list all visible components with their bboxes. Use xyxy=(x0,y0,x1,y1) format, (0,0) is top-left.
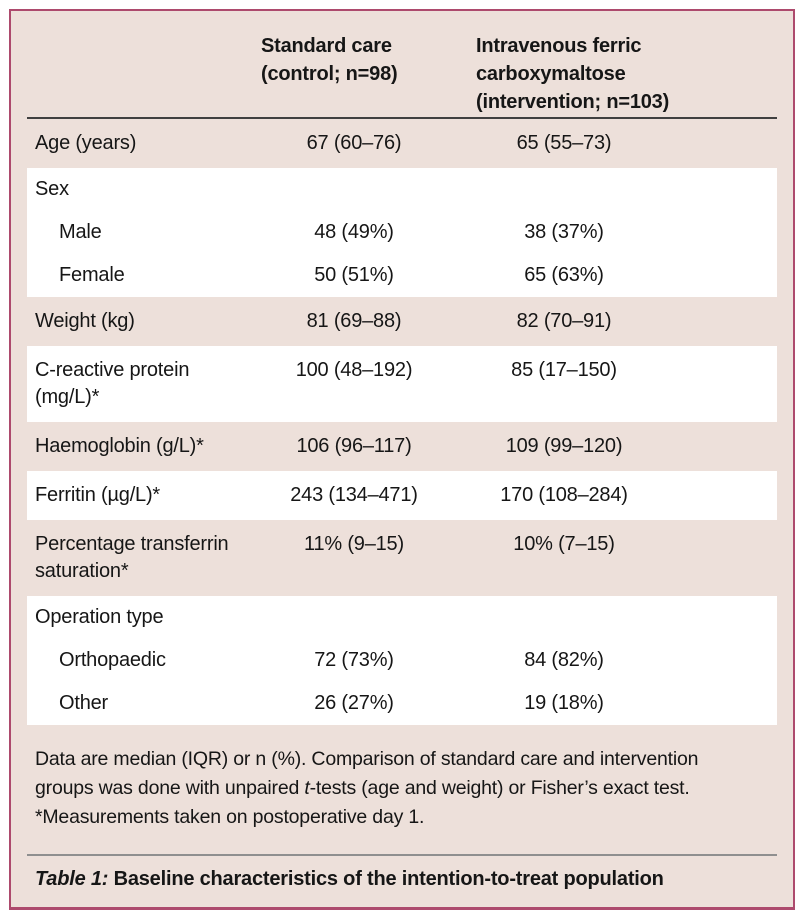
value-intervention: 85 (17–150) xyxy=(511,359,617,381)
column-header-control: Standard care (control; n=98) xyxy=(261,35,398,85)
column-header-intervention: Intravenous ferric carboxymaltose (inter… xyxy=(476,35,670,113)
row-label: Other xyxy=(59,692,109,714)
footnote-italic-t: t xyxy=(304,777,310,799)
value-control xyxy=(257,176,451,203)
value-intervention: 170 (108–284) xyxy=(500,484,628,506)
row-label: Operation type xyxy=(35,606,164,628)
stripe-sex-group: Sex Male 48 (49%) 38 (37%) Female 50 (51… xyxy=(27,168,777,297)
row-sex-group: Sex xyxy=(27,168,777,211)
footnote-text-2: -tests (age and weight) or Fisher’s exac… xyxy=(35,777,690,828)
row-label: C-reactive protein (mg/L)* xyxy=(35,359,190,408)
stripe-operation-group: Operation type Orthopaedic 72 (73%) 84 (… xyxy=(27,596,777,725)
value-control: 72 (73%) xyxy=(314,649,394,671)
row-ferritin: Ferritin (µg/L)* 243 (134–471) 170 (108–… xyxy=(27,471,777,520)
value-control: 67 (60–76) xyxy=(306,132,402,154)
value-intervention: 10% (7–15) xyxy=(513,533,615,555)
value-intervention: 82 (70–91) xyxy=(516,310,612,332)
value-control: 48 (49%) xyxy=(314,221,394,243)
row-other: Other 26 (27%) 19 (18%) xyxy=(27,682,777,725)
table-inner: Standard care (control; n=98) Intravenou… xyxy=(11,11,793,907)
value-intervention: 38 (37%) xyxy=(524,221,604,243)
caption-rule xyxy=(27,854,777,856)
row-transferrin-saturation: Percentage transferrin saturation* 11% (… xyxy=(27,520,777,596)
row-label: Male xyxy=(59,221,102,243)
value-control: 106 (96–117) xyxy=(296,435,412,457)
value-intervention xyxy=(451,176,677,203)
table-footnote: Data are median (IQR) or n (%). Comparis… xyxy=(27,725,767,832)
header-rule xyxy=(27,117,777,119)
value-intervention: 84 (82%) xyxy=(524,649,604,671)
row-age: Age (years) 67 (60–76) 65 (55–73) xyxy=(27,119,777,168)
footnote-text-1: Data are median (IQR) or n (%). Comparis… xyxy=(35,748,699,799)
row-operation-type-group: Operation type xyxy=(27,596,777,639)
row-label: Age (years) xyxy=(35,132,137,154)
stripe-ferritin: Ferritin (µg/L)* 243 (134–471) 170 (108–… xyxy=(27,471,777,520)
row-c-reactive-protein: C-reactive protein (mg/L)* 100 (48–192) … xyxy=(27,346,777,422)
value-intervention: 65 (55–73) xyxy=(516,132,612,154)
value-intervention: 19 (18%) xyxy=(524,692,604,714)
row-female: Female 50 (51%) 65 (63%) xyxy=(27,254,777,297)
row-label: Percentage transferrin saturation* xyxy=(35,533,229,582)
row-weight: Weight (kg) 81 (69–88) 82 (70–91) xyxy=(27,297,777,346)
value-intervention xyxy=(451,604,677,631)
value-control: 11% (9–15) xyxy=(304,533,404,555)
value-intervention: 109 (99–120) xyxy=(505,435,623,457)
table-caption: Table 1: Baseline characteristics of the… xyxy=(27,856,777,907)
table-header-row: Standard care (control; n=98) Intravenou… xyxy=(27,11,777,117)
caption-label: Table 1: xyxy=(35,868,109,890)
value-intervention: 65 (63%) xyxy=(524,264,604,286)
value-control: 50 (51%) xyxy=(314,264,394,286)
row-orthopaedic: Orthopaedic 72 (73%) 84 (82%) xyxy=(27,639,777,682)
caption-text: Baseline characteristics of the intentio… xyxy=(113,868,664,890)
row-label: Sex xyxy=(35,178,69,200)
value-control xyxy=(257,604,451,631)
row-label: Orthopaedic xyxy=(59,649,166,671)
row-label: Female xyxy=(59,264,125,286)
row-label: Haemoglobin (g/L)* xyxy=(35,435,204,457)
row-male: Male 48 (49%) 38 (37%) xyxy=(27,211,777,254)
stripe-crp: C-reactive protein (mg/L)* 100 (48–192) … xyxy=(27,346,777,422)
value-control: 100 (48–192) xyxy=(295,359,413,381)
value-control: 26 (27%) xyxy=(314,692,394,714)
value-control: 81 (69–88) xyxy=(306,310,402,332)
row-haemoglobin: Haemoglobin (g/L)* 106 (96–117) 109 (99–… xyxy=(27,422,777,471)
value-control: 243 (134–471) xyxy=(290,484,418,506)
row-label: Weight (kg) xyxy=(35,310,135,332)
baseline-characteristics-table: Standard care (control; n=98) Intravenou… xyxy=(9,9,795,910)
row-label: Ferritin (µg/L)* xyxy=(35,484,161,506)
